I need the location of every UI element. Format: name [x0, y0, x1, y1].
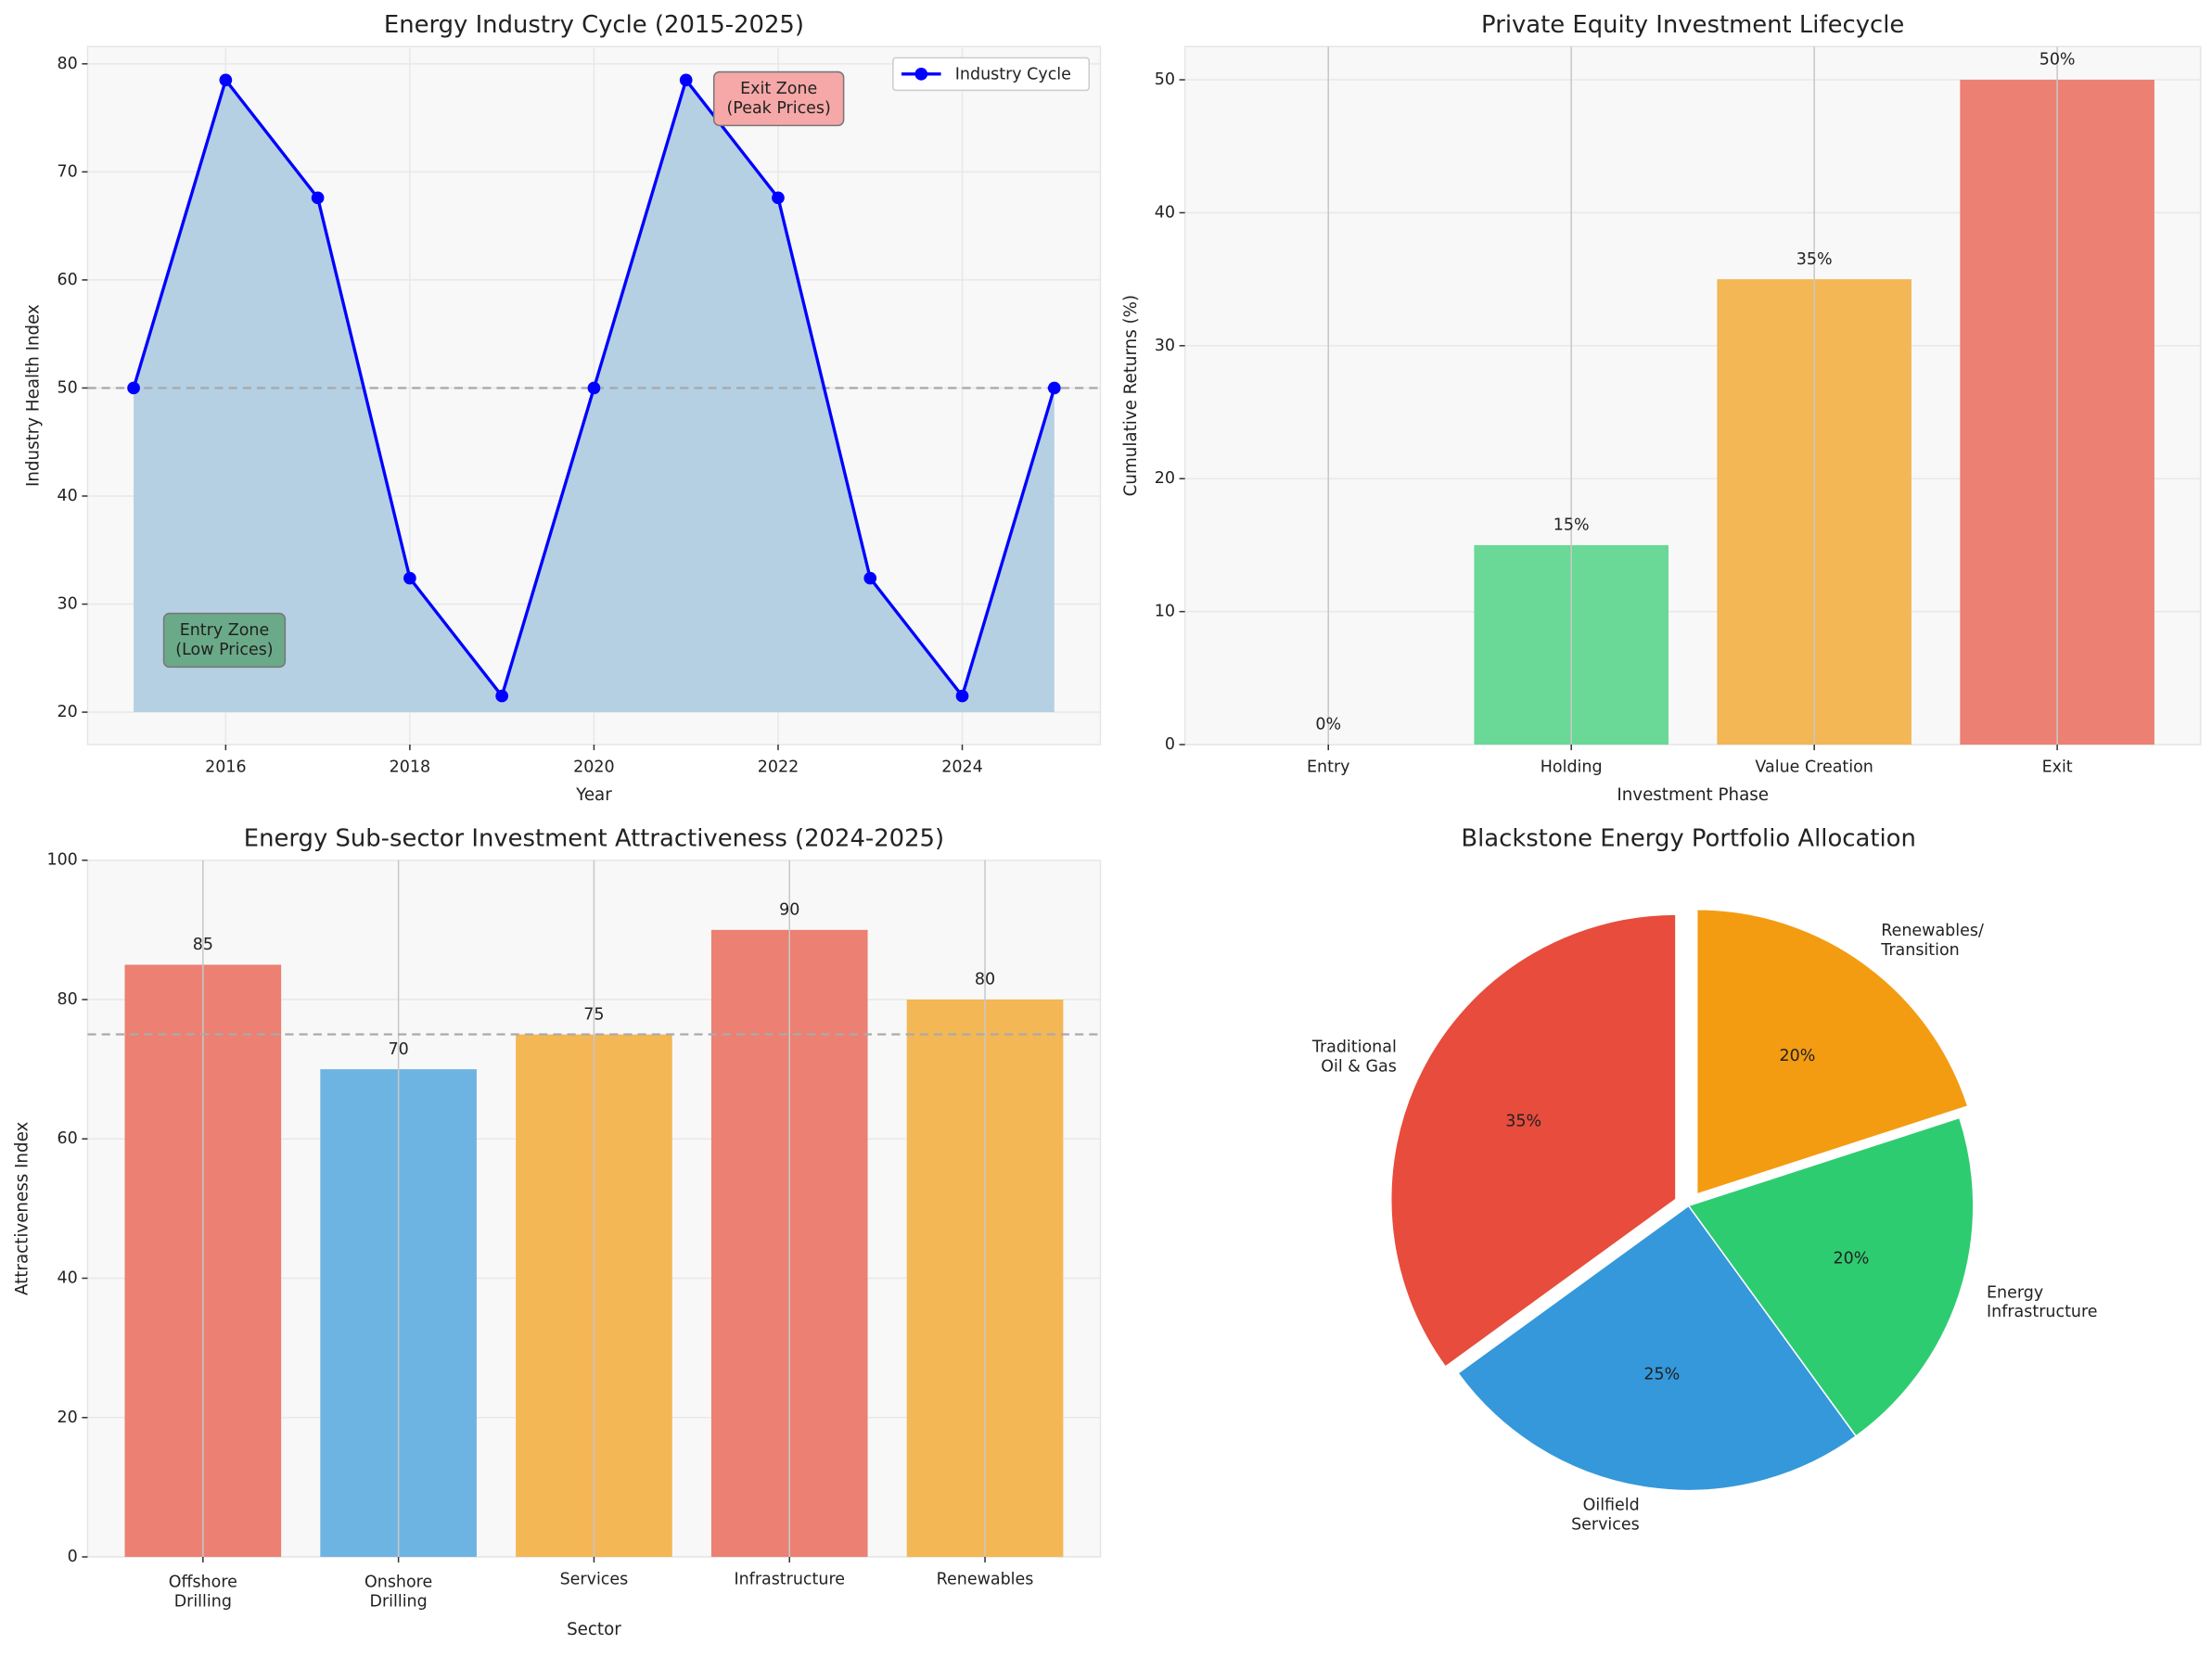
- y-tick-label: 50: [58, 378, 78, 397]
- x-tick-label: 2024: [941, 758, 982, 776]
- chart-title: Energy Sub-sector Investment Attractiven…: [244, 824, 944, 852]
- y-axis-label: Industry Health Index: [24, 304, 44, 487]
- y-tick-label: 20: [58, 1408, 78, 1427]
- y-tick-label: 30: [1155, 337, 1175, 355]
- x-tick-label: 2022: [758, 758, 799, 776]
- legend-marker: [914, 68, 928, 81]
- y-tick-label: 40: [58, 1268, 78, 1287]
- value-label: 35%: [1796, 250, 1833, 269]
- x-tick-label: 2018: [390, 758, 430, 776]
- value-label: 70: [389, 1040, 409, 1059]
- x-tick-label: Onshore Drilling: [364, 1574, 432, 1612]
- value-label: 0%: [1315, 716, 1341, 734]
- y-tick-label: 80: [58, 55, 78, 73]
- pie-percent: 20%: [1834, 1249, 1870, 1268]
- x-tick-label: 2020: [573, 758, 614, 776]
- pie-percent: 25%: [1643, 1365, 1680, 1383]
- pie-slice: [1390, 913, 1677, 1368]
- value-label: 85: [193, 936, 213, 954]
- y-tick-label: 0: [1165, 735, 1175, 754]
- y-tick-label: 20: [58, 703, 78, 721]
- marker: [127, 381, 140, 395]
- marker: [1047, 381, 1061, 395]
- chart-title: Blackstone Energy Portfolio Allocation: [1461, 824, 1915, 852]
- annotation: Entry Zone (Low Prices): [175, 621, 273, 659]
- pie-slice: [1457, 1205, 1858, 1492]
- legend-box: [892, 57, 1091, 92]
- marker: [863, 571, 877, 585]
- marker: [955, 689, 969, 703]
- marker: [679, 73, 693, 87]
- x-tick-label: Renewables: [937, 1570, 1034, 1588]
- y-tick-label: 40: [58, 487, 78, 505]
- y-tick-label: 80: [58, 990, 78, 1009]
- y-tick-label: 10: [1155, 603, 1175, 621]
- y-tick-label: 0: [68, 1548, 78, 1566]
- pie-slice: [1695, 908, 1969, 1195]
- y-tick-label: 70: [58, 162, 78, 181]
- value-label: 50%: [2039, 51, 2076, 70]
- marker: [311, 191, 325, 205]
- x-tick-label: Value Creation: [1755, 758, 1873, 776]
- chart-title: Energy Industry Cycle (2015-2025): [384, 11, 804, 39]
- annotation-box: [162, 612, 287, 669]
- pie-label: Renewables/Transition: [1880, 922, 1984, 960]
- x-tick-label: Infrastructure: [734, 1570, 845, 1588]
- x-tick-label: Holding: [1541, 758, 1603, 776]
- pie-label: Oilfield Services: [1571, 1497, 1640, 1535]
- y-tick-label: 60: [58, 1129, 78, 1148]
- value-label: 15%: [1554, 516, 1590, 535]
- area: [134, 80, 1055, 713]
- legend-label: Industry Cycle: [955, 66, 1071, 84]
- value-label: 80: [975, 971, 995, 989]
- y-tick-label: 30: [58, 595, 78, 614]
- y-tick-label: 50: [1155, 70, 1175, 89]
- pie-percent: 35%: [1505, 1113, 1541, 1131]
- marker: [403, 571, 416, 585]
- pie-slice: [1687, 1116, 1975, 1437]
- pie-percent: 20%: [1780, 1047, 1816, 1065]
- y-tick-label: 40: [1155, 203, 1175, 222]
- chart-title: Private Equity Investment Lifecycle: [1481, 11, 1904, 39]
- x-axis-label: Year: [575, 785, 612, 805]
- x-tick-label: Offshore Drilling: [169, 1574, 237, 1612]
- pie-label: Energy Infrastructure: [1987, 1283, 2098, 1321]
- marker: [495, 689, 509, 703]
- y-tick-label: 100: [46, 851, 77, 870]
- x-tick-label: Entry: [1307, 758, 1349, 776]
- x-tick-label: 2016: [205, 758, 246, 776]
- marker: [219, 73, 233, 87]
- y-tick-label: 60: [58, 271, 78, 289]
- value-label: 90: [779, 901, 799, 920]
- y-axis-label: Attractiveness Index: [12, 1122, 32, 1296]
- x-axis-label: Investment Phase: [1617, 785, 1769, 805]
- x-tick-label: Exit: [2042, 758, 2073, 776]
- pie-label: Traditional Oil & Gas: [1311, 1038, 1397, 1076]
- annotation-box: [712, 70, 845, 127]
- x-tick-label: Services: [560, 1570, 629, 1588]
- y-tick-label: 20: [1155, 469, 1175, 488]
- marker: [772, 191, 785, 205]
- annotation: Exit Zone (Peak Prices): [726, 80, 830, 118]
- marker: [587, 381, 601, 395]
- value-label: 75: [583, 1005, 604, 1024]
- y-axis-label: Cumulative Returns (%): [1121, 295, 1141, 496]
- x-axis-label: Sector: [567, 1620, 621, 1639]
